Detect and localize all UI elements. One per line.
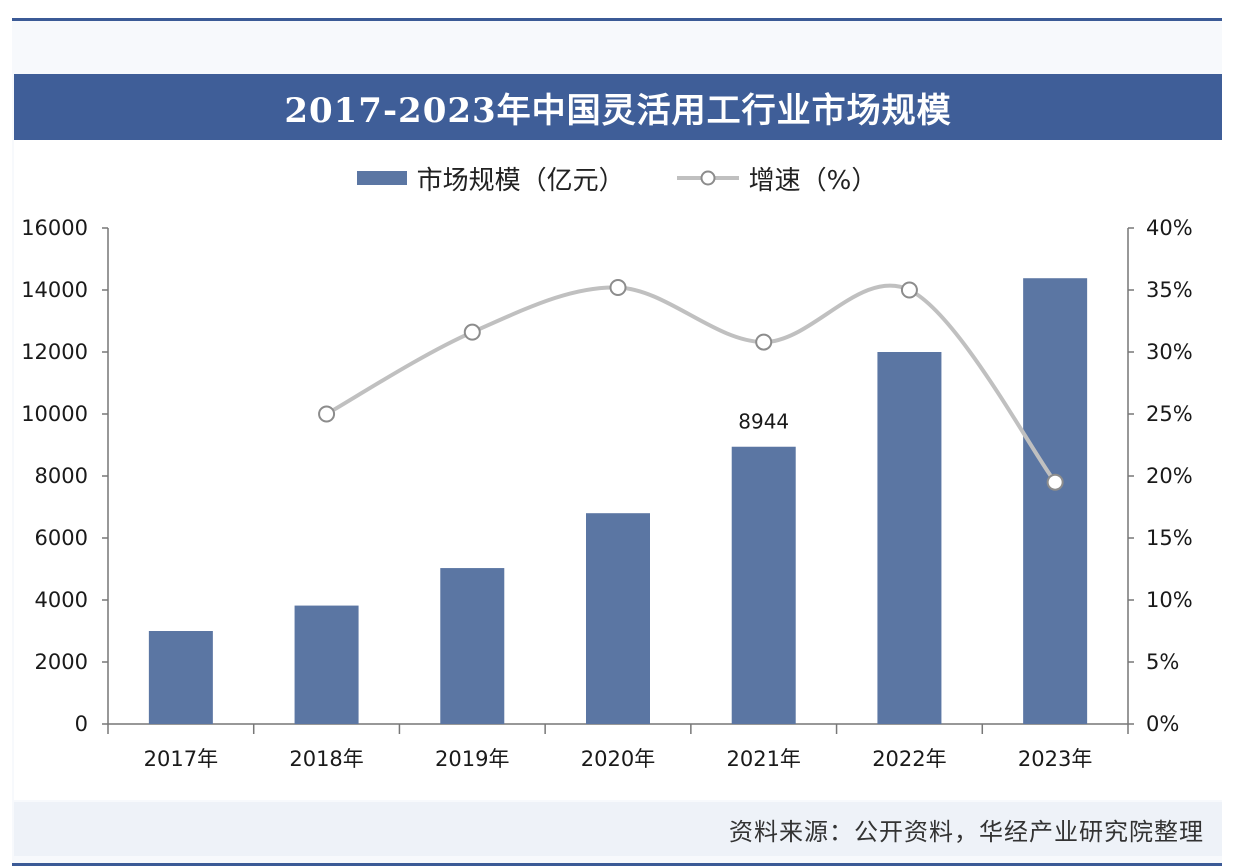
left-tick-label: 14000 — [21, 278, 88, 302]
x-tick-label: 2019年 — [435, 747, 509, 771]
right-tick-label: 10% — [1146, 588, 1193, 612]
x-tick-label: 2021年 — [726, 747, 800, 771]
right-tick-label: 25% — [1146, 402, 1193, 426]
right-tick-label: 30% — [1146, 340, 1193, 364]
right-tick-label: 0% — [1146, 712, 1179, 736]
data-label: 8944 — [738, 410, 789, 434]
x-tick-label: 2017年 — [144, 747, 218, 771]
bar-market-size — [294, 605, 359, 724]
right-tick-label: 5% — [1146, 650, 1179, 674]
legend-label-growth: 增速（%） — [748, 165, 878, 196]
bar-market-size — [148, 631, 213, 724]
right-tick-label: 15% — [1146, 526, 1193, 550]
left-tick-label: 2000 — [35, 650, 88, 674]
growth-point — [318, 405, 336, 423]
x-tick-label: 2020年 — [581, 747, 655, 771]
left-tick-label: 16000 — [21, 216, 88, 240]
bar-market-size — [877, 352, 942, 724]
growth-point — [463, 323, 481, 341]
legend-item-market-size: 市场规模（亿元） — [356, 160, 625, 197]
bar-market-size — [731, 446, 796, 724]
left-tick-label: 6000 — [35, 526, 88, 550]
legend-label-market-size: 市场规模（亿元） — [416, 165, 625, 196]
bar-market-size — [440, 568, 505, 724]
growth-line — [325, 283, 1057, 484]
source-bar — [14, 802, 1222, 856]
growth-point — [609, 279, 627, 297]
legend-swatch-bar — [356, 171, 407, 185]
x-tick-label: 2022年 — [872, 747, 946, 771]
x-tick-label: 2018年 — [289, 747, 363, 771]
growth-point — [900, 281, 918, 299]
left-tick-label: 4000 — [35, 588, 88, 612]
left-tick-label: 10000 — [21, 402, 88, 426]
right-tick-label: 40% — [1146, 216, 1193, 240]
bar-market-size — [586, 513, 650, 724]
right-tick-label: 20% — [1146, 464, 1193, 488]
source-note: 资料来源：公开资料，华经产业研究院整理 — [729, 818, 1204, 846]
bar-market-size — [1023, 278, 1088, 724]
right-tick-label: 35% — [1146, 278, 1193, 302]
left-tick-label: 12000 — [21, 340, 88, 364]
legend-item-growth: 增速（%） — [676, 160, 878, 197]
legend-swatch-line — [676, 170, 739, 186]
chart-legend: 市场规模（亿元） 增速（%） — [0, 156, 1234, 200]
chart-title: 2017-2023年中国灵活用工行业市场规模 — [14, 74, 1222, 140]
growth-point — [1046, 473, 1064, 491]
left-tick-label: 8000 — [35, 464, 88, 488]
left-tick-label: 0 — [75, 712, 88, 736]
x-tick-label: 2023年 — [1018, 747, 1092, 771]
growth-point — [755, 333, 773, 351]
